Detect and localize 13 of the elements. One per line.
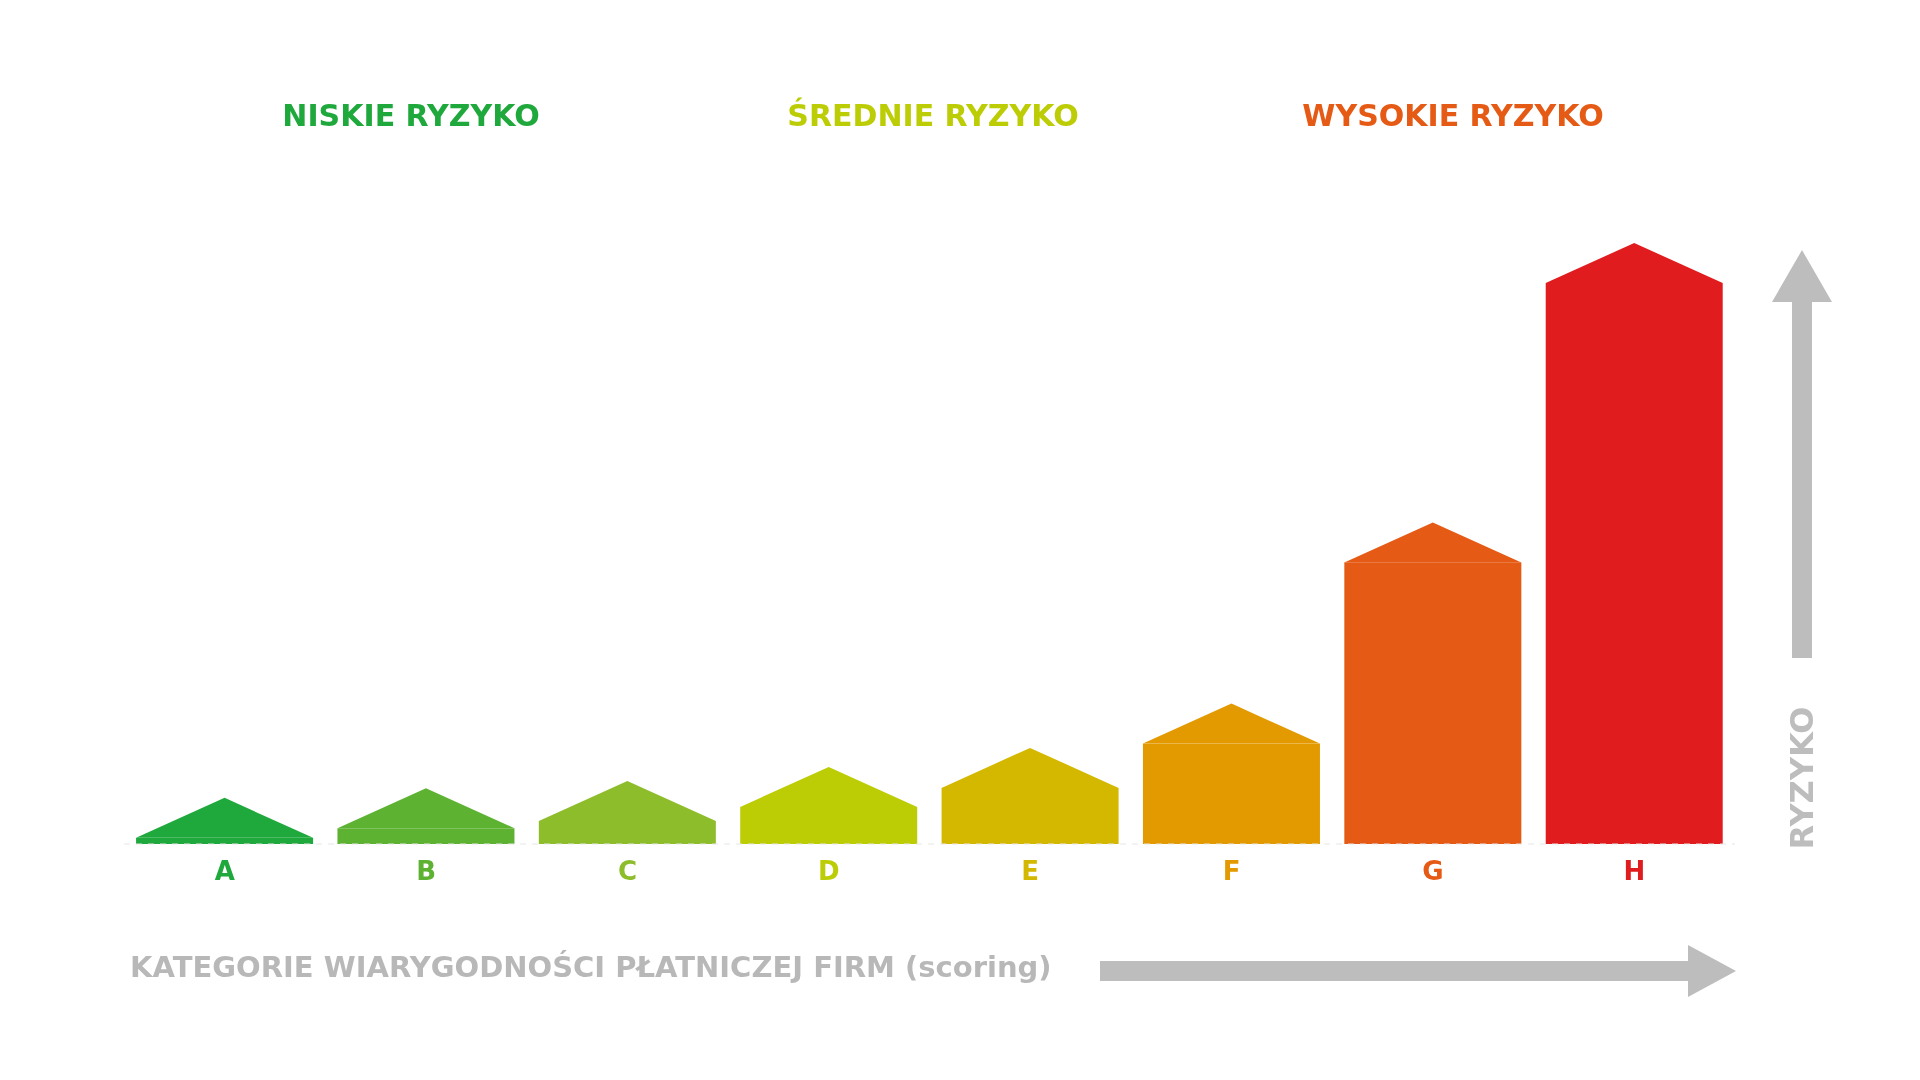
x-axis-title: KATEGORIE WIARYGODNOŚCI PŁATNICZEJ FIRM (scoring) bbox=[130, 950, 1052, 984]
x-tick-label: F bbox=[1222, 856, 1241, 886]
text: NISKIE RYZYKO bbox=[281, 98, 541, 133]
x-tick-label: G bbox=[1422, 856, 1444, 886]
x-tick-label: B bbox=[416, 856, 436, 886]
x-tick-label: A bbox=[214, 856, 235, 886]
x-tick-label: D bbox=[818, 856, 840, 886]
text: ŚREDNIE RYZYKO bbox=[786, 98, 1080, 133]
x-tick-label: C bbox=[617, 856, 637, 886]
y-axis-title: RYZYKO bbox=[1783, 706, 1821, 850]
x-tick-label: H bbox=[1623, 856, 1646, 886]
text: WYSOKIE RYZYKO bbox=[1301, 98, 1605, 133]
x-tick-label: E bbox=[1021, 856, 1040, 886]
